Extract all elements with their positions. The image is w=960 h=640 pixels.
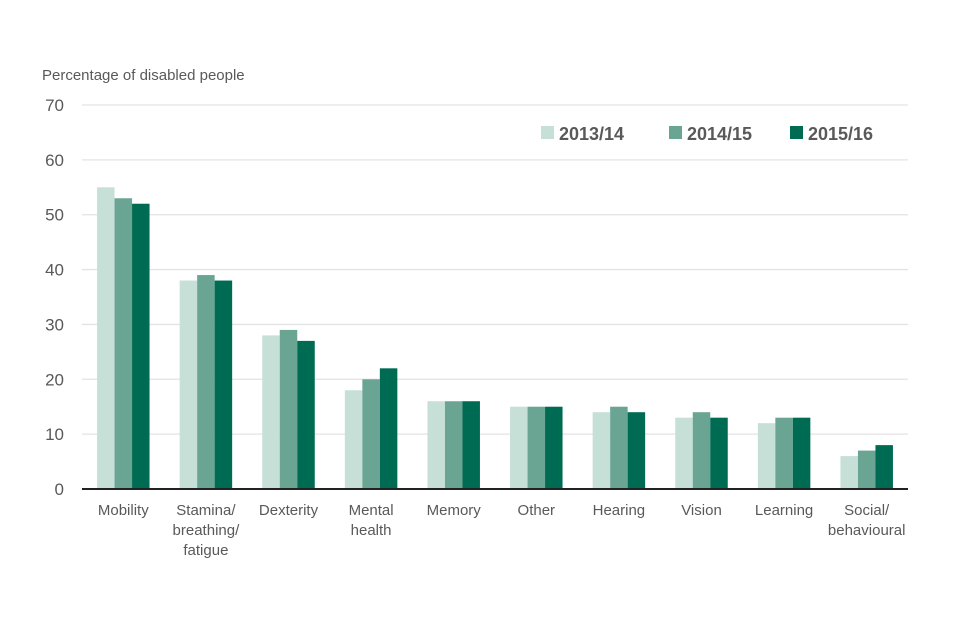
x-tick-label-line: fatigue <box>183 542 228 559</box>
x-tick-label-line: Hearing <box>593 502 646 519</box>
x-axis-labels: Mobility Stamina/breathing/fatigue Dexteri… <box>98 502 906 559</box>
bar <box>710 417 728 489</box>
bar <box>875 445 893 489</box>
y-tick-label: 40 <box>45 261 64 280</box>
bar <box>692 412 711 489</box>
legend-swatch <box>669 126 682 139</box>
x-tick-label: Social/behavioural <box>828 502 906 539</box>
bar <box>857 450 876 489</box>
bar <box>214 280 233 489</box>
y-axis-label: Percentage of disabled people <box>42 67 245 84</box>
bar <box>444 401 463 489</box>
x-tick-label-line: Vision <box>681 502 722 519</box>
x-tick-label-line: Mental <box>349 502 394 519</box>
x-tick-label-line: health <box>351 522 392 539</box>
y-tick-label: 60 <box>45 151 64 170</box>
y-axis-ticks: 0 10 20 30 40 50 60 70 <box>45 96 64 499</box>
y-tick-label: 20 <box>45 370 64 389</box>
bar <box>344 390 363 489</box>
bar <box>527 406 546 489</box>
x-tick-label: Stamina/breathing/fatigue <box>173 502 241 559</box>
bar <box>757 423 776 489</box>
bar <box>840 456 858 489</box>
bar <box>279 329 298 489</box>
bar <box>510 406 528 489</box>
x-tick-label-line: Dexterity <box>259 502 319 519</box>
bar <box>775 417 793 489</box>
bar <box>179 280 198 489</box>
legend-label: 2013/14 <box>559 124 624 144</box>
y-tick-label: 30 <box>45 315 64 334</box>
bar <box>462 401 480 489</box>
bar <box>610 406 628 489</box>
bar <box>592 412 611 489</box>
x-tick-label-line: Learning <box>755 502 813 519</box>
y-tick-label: 10 <box>45 425 64 444</box>
y-tick-label: 0 <box>55 480 64 499</box>
x-tick-label-line: breathing/ <box>173 522 241 539</box>
y-tick-label: 70 <box>45 96 64 115</box>
bar <box>675 417 693 489</box>
bar <box>427 401 445 489</box>
legend-swatch <box>790 126 803 139</box>
bar <box>362 379 380 489</box>
x-tick-label: Hearing <box>593 502 646 519</box>
x-tick-label-line: Social/ <box>844 502 890 519</box>
x-tick-label: Memory <box>427 502 482 519</box>
bar <box>114 198 133 489</box>
x-tick-label-line: Memory <box>427 502 482 519</box>
legend: 2013/14 2014/15 2015/16 <box>541 124 873 144</box>
bar <box>97 187 115 490</box>
x-tick-label-line: Stamina/ <box>176 502 236 519</box>
x-tick-label: Mobility <box>98 502 149 519</box>
x-tick-label: Mental health <box>349 502 394 539</box>
x-tick-label: Dexterity <box>259 502 319 519</box>
bar <box>297 340 315 489</box>
bar <box>262 335 280 489</box>
x-tick-label-line: Other <box>518 502 556 519</box>
x-tick-label: Other <box>518 502 556 519</box>
y-tick-label: 50 <box>45 206 64 225</box>
x-tick-label-line: behavioural <box>828 522 906 539</box>
bar <box>792 417 811 489</box>
legend-label: 2014/15 <box>687 124 752 144</box>
bar <box>379 368 398 489</box>
x-tick-label: Learning <box>755 502 813 519</box>
bar <box>197 275 215 489</box>
legend-label: 2015/16 <box>808 124 873 144</box>
bars <box>97 187 893 490</box>
x-tick-label: Vision <box>681 502 722 519</box>
bar <box>545 406 563 489</box>
bar <box>627 412 646 489</box>
bar <box>132 203 150 489</box>
x-tick-label-line: Mobility <box>98 502 149 519</box>
legend-swatch <box>541 126 554 139</box>
